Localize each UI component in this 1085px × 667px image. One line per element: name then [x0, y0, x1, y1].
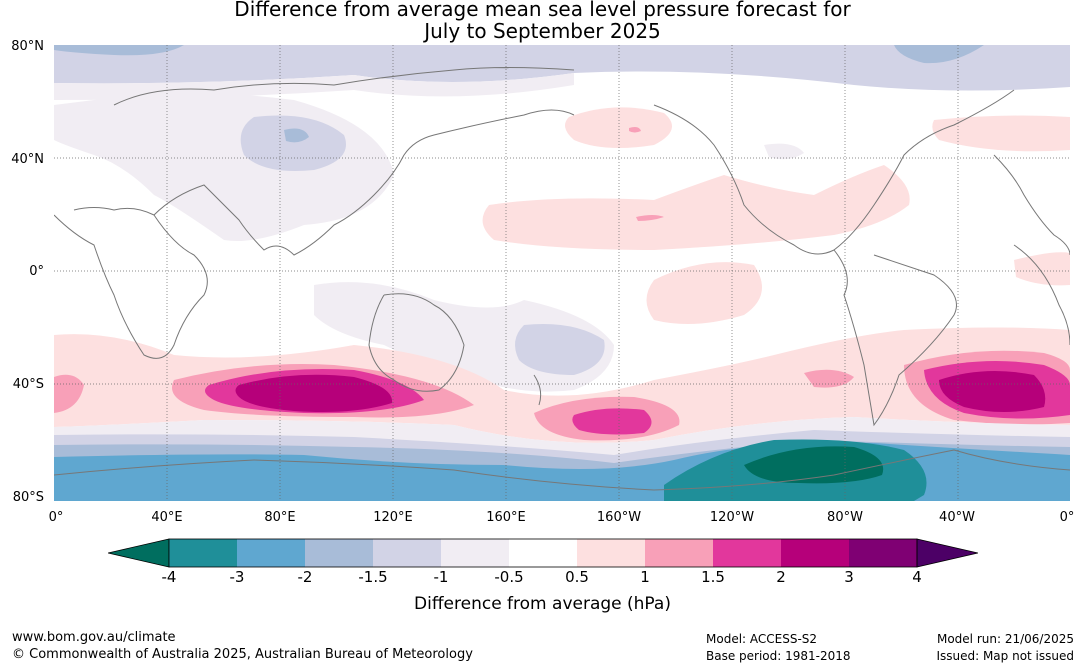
north-pacific-positive: [565, 107, 672, 149]
lon-label-160w: 160°W: [596, 510, 642, 525]
graticule: [54, 45, 1070, 501]
colorbar-segment: [713, 539, 781, 567]
colorbar-tick-label: 2: [776, 568, 786, 586]
indian-ocean-positive-core: [235, 374, 393, 412]
colorbar-tick-label: 1.5: [701, 568, 725, 586]
amundsen-sea-negative-core: [744, 446, 884, 484]
colorbar-tick-label: 0.5: [565, 568, 589, 586]
pressure-anomaly-map: [54, 45, 1070, 501]
colorbar-tick-label: 4: [912, 568, 922, 586]
colorbar-tick-label: 3: [844, 568, 854, 586]
lat-label-80s: 80°S: [12, 490, 44, 505]
lon-label-40w: 40°W: [939, 510, 975, 525]
colorbar-segment: [169, 539, 237, 567]
colorbar-tick-label: -1: [433, 568, 449, 586]
lon-label-120w: 120°W: [709, 510, 755, 525]
colorbar-tick-label: -1.5: [358, 568, 388, 586]
colorbar-extension-low: [108, 538, 170, 568]
colorbar-segment: [373, 539, 441, 567]
colorbar-segment: [237, 539, 305, 567]
map-title-line-2: July to September 2025: [424, 19, 661, 43]
colorbar-segment: [441, 539, 509, 567]
colorbar-border: [168, 538, 918, 568]
pacific-positive-core: [572, 408, 652, 435]
lat-label-40n: 40°N: [11, 152, 44, 167]
colorbar-extension-high: [916, 538, 978, 568]
lat-label-80n: 80°N: [11, 39, 44, 54]
asia-negative: [240, 115, 346, 171]
colorbar-segment: [645, 539, 713, 567]
colorbar-title: Difference from average (hPa): [414, 594, 671, 614]
colorbar-segment: [577, 539, 645, 567]
lon-label-80e: 80°E: [264, 510, 296, 525]
colorbar-tick-label: -3: [229, 568, 245, 586]
lon-label-160e: 160°E: [486, 510, 526, 525]
map-title-line-1: Difference from average mean sea level p…: [234, 0, 851, 21]
colorbar-tick-label: -2: [297, 568, 313, 586]
lon-label-80w: 80°W: [827, 510, 863, 525]
footer-website: www.bom.gov.au/climate: [12, 630, 176, 645]
footer-base-period: Base period: 1981-2018: [706, 649, 851, 663]
colorbar-tick-label: 1: [640, 568, 650, 586]
colorbar-segment: [305, 539, 373, 567]
lon-label-0-east: 0°: [1059, 510, 1075, 525]
colorbar-segment: [509, 539, 577, 567]
footer-model-run: Model run: 21/06/2025: [936, 632, 1074, 646]
arctic-negative-band: [54, 45, 1070, 91]
lat-label-40s: 40°S: [12, 377, 44, 392]
atlantic-positive-core: [939, 371, 1046, 412]
lat-label-equator: 0°: [29, 264, 44, 279]
coastlines: [54, 67, 1070, 491]
colorbar-tick-label: -4: [161, 568, 177, 586]
colorbar-segment: [849, 539, 917, 567]
colorbar: [108, 538, 978, 568]
footer-issued: Issued: Map not issued: [936, 649, 1074, 663]
lon-label-120e: 120°E: [373, 510, 413, 525]
colorbar-tick-label: -0.5: [494, 568, 524, 586]
colorbar-segment: [781, 539, 849, 567]
footer-model: Model: ACCESS-S2: [706, 632, 818, 646]
lon-label-0-west: 0°: [48, 510, 64, 525]
footer-copyright: © Commonwealth of Australia 2025, Austra…: [12, 647, 473, 662]
lon-label-40e: 40°E: [151, 510, 183, 525]
